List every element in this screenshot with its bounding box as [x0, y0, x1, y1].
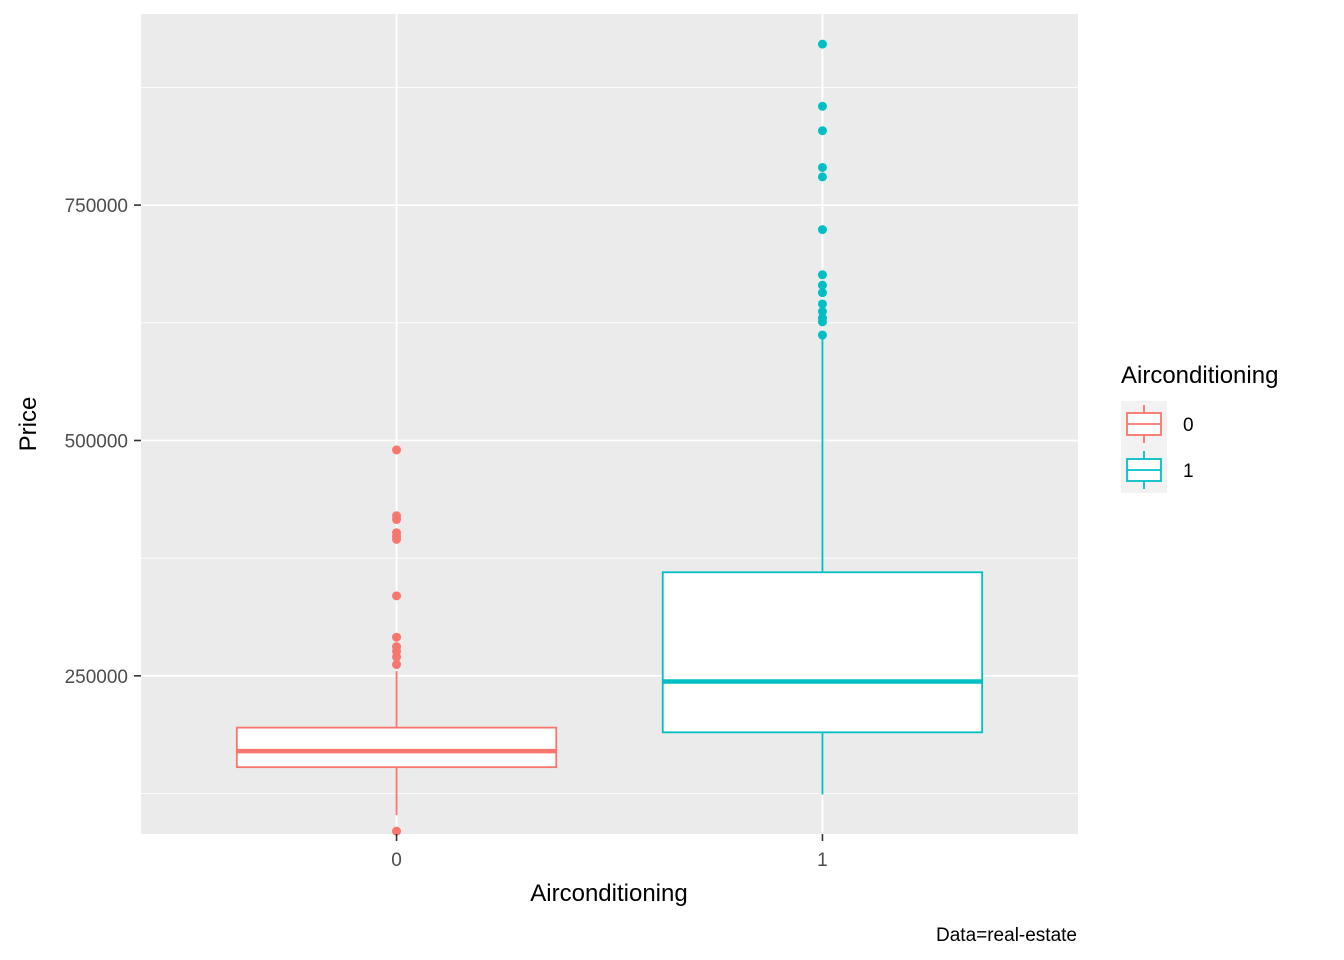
legend-key-0: [1121, 401, 1167, 447]
outlier-point: [392, 642, 402, 652]
box: [235, 726, 558, 769]
y-axis: 250000 500000 750000: [65, 196, 141, 688]
outlier-point: [392, 511, 402, 521]
outlier-point: [817, 280, 827, 290]
outlier-point: [817, 101, 827, 111]
outlier-point: [392, 445, 402, 455]
y-tick-label: 250000: [65, 667, 128, 688]
outlier-point: [817, 299, 827, 309]
boxplots: [235, 39, 984, 836]
outlier-point: [392, 591, 402, 601]
legend-key-1: [1121, 447, 1167, 493]
legend-title: Airconditioning: [1121, 362, 1278, 389]
legend-label: 1: [1183, 461, 1194, 482]
outlier-point: [817, 330, 827, 340]
outlier-point: [817, 172, 827, 182]
boxplot-0: [235, 445, 558, 836]
y-axis-title: Price: [15, 397, 42, 452]
outlier-point: [817, 270, 827, 280]
outlier-point: [817, 39, 827, 49]
outlier-point: [817, 288, 827, 298]
outlier-point: [392, 528, 402, 538]
outlier-point: [392, 660, 402, 670]
x-axis-title: Airconditioning: [530, 880, 687, 907]
outlier-point: [817, 306, 827, 316]
outlier-point: [817, 313, 827, 323]
y-tick-label: 750000: [65, 196, 128, 217]
outlier-point: [817, 225, 827, 235]
x-tick-label: 1: [817, 850, 828, 871]
outlier-point: [392, 632, 402, 642]
boxplot-1: [661, 39, 984, 795]
caption: Data=real-estate: [936, 925, 1077, 946]
outlier-point: [392, 826, 402, 836]
legend-label: 0: [1183, 415, 1194, 436]
outlier-point: [817, 126, 827, 136]
y-tick-label: 500000: [65, 431, 128, 452]
box: [661, 571, 984, 734]
outlier-point: [817, 162, 827, 172]
x-tick-label: 0: [391, 850, 402, 871]
legend: Airconditioning 0 1: [1121, 362, 1278, 493]
